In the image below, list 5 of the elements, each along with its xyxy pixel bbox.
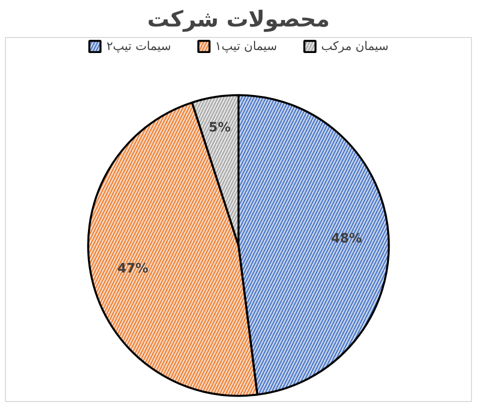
data-label: 5% bbox=[208, 120, 231, 136]
legend-label: سیمان مرکب bbox=[321, 39, 389, 53]
chart-title: محصولات شرکت bbox=[147, 8, 330, 32]
legend-label: سیمان تیپ۱ bbox=[215, 39, 278, 53]
legend-label: سیمات تیپ۲ bbox=[106, 39, 172, 53]
